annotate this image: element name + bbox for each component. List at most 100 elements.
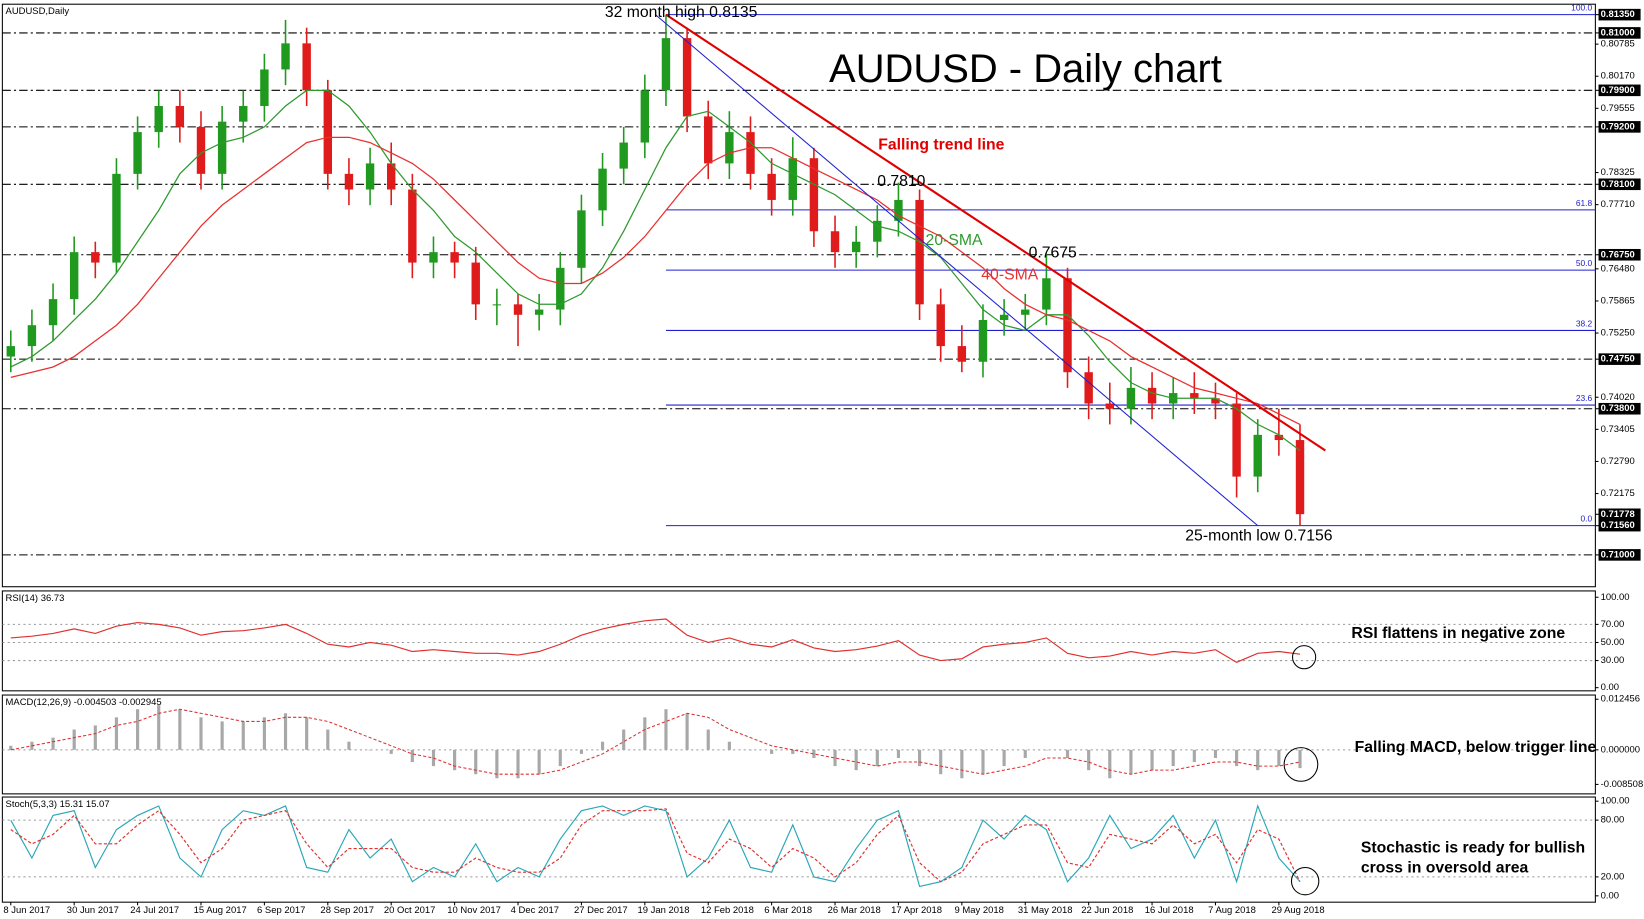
- candle-body: [830, 231, 840, 253]
- tick-highlight: [1598, 27, 1641, 39]
- y-tick-label: 0.73800: [1601, 403, 1635, 414]
- candle-body: [302, 43, 311, 91]
- tick-highlight: [1598, 248, 1641, 261]
- candle-body: [133, 132, 142, 174]
- macd-bar: [1002, 749, 1006, 767]
- y-tick-label: 0.012456: [1601, 694, 1640, 705]
- macd-bar: [1171, 749, 1175, 767]
- candle-body: [1295, 440, 1305, 515]
- candle-body: [27, 325, 37, 347]
- x-tick-label: 30 Jun 2017: [67, 905, 119, 916]
- macd-bar: [896, 749, 901, 758]
- macd-bar: [664, 709, 668, 750]
- macd-bar: [157, 705, 161, 750]
- x-tick-label: 10 Nov 2017: [447, 905, 501, 916]
- y-tick-label: 100.00: [1601, 796, 1630, 807]
- panel-annotation: cross in oversold area: [1361, 860, 1529, 877]
- macd-bar: [1192, 749, 1196, 763]
- candle-body: [386, 163, 396, 190]
- candle-body: [534, 309, 544, 315]
- macd-bar: [93, 725, 97, 750]
- panel-annotation: Stochastic is ready for bullish: [1361, 840, 1585, 857]
- candle-body: [239, 105, 248, 122]
- candle-body: [492, 304, 502, 306]
- panel-frame: [1, 3, 1596, 588]
- panel-frame: [1, 796, 1596, 903]
- y-tick-label: 0.78100: [1601, 179, 1635, 190]
- candle-body: [894, 199, 903, 221]
- candle-body: [619, 142, 628, 169]
- signal-line: [10, 708, 1301, 775]
- candle-body: [640, 90, 650, 143]
- x-tick-label: 4 Dec 2017: [511, 905, 559, 916]
- macd-bar: [875, 749, 879, 767]
- candle-body: [682, 38, 692, 117]
- candle-body: [344, 173, 354, 190]
- x-tick-label: 24 Jul 2017: [130, 905, 179, 916]
- candle-body: [1126, 387, 1136, 409]
- panel-label: AUDUSD,Daily: [6, 6, 70, 17]
- macd-bar: [51, 737, 55, 750]
- indicator-line: [10, 804, 1301, 888]
- candle-body: [91, 252, 100, 263]
- x-tick-label: 16 Jul 2018: [1145, 905, 1194, 916]
- indicator-line: [10, 618, 1301, 663]
- macd-bar: [1277, 749, 1281, 767]
- y-tick-label: 0.74020: [1601, 392, 1635, 403]
- macd-bar: [558, 749, 562, 767]
- y-tick-label: 0.81000: [1601, 27, 1635, 38]
- fib-label: 100.0: [1571, 3, 1592, 13]
- macd-bar: [812, 749, 816, 758]
- macd-bar: [685, 713, 689, 750]
- candle-body: [1063, 278, 1072, 373]
- candle-body: [1190, 393, 1199, 399]
- panel-frame: [1, 590, 1596, 692]
- macd-bar: [748, 749, 753, 751]
- macd-bar: [9, 745, 13, 750]
- candle-body: [704, 116, 713, 164]
- fib-label: 0.0: [1581, 514, 1593, 524]
- x-tick-label: 28 Sep 2017: [320, 905, 374, 916]
- x-tick-label: 8 Jun 2017: [3, 905, 50, 916]
- macd-bar: [495, 749, 499, 779]
- y-tick-label: 0.72175: [1601, 488, 1635, 499]
- x-tick-label: 27 Dec 2017: [574, 905, 628, 916]
- macd-bar: [516, 749, 520, 779]
- indicator-line: [10, 808, 1301, 883]
- candle-body: [175, 105, 185, 127]
- y-tick-label: 0.77710: [1601, 199, 1635, 210]
- macd-bar: [305, 717, 309, 750]
- chart-title: AUDUSD - Daily chart: [829, 47, 1222, 91]
- y-tick-label: 20.00: [1601, 871, 1625, 882]
- ma-line: [10, 136, 1301, 425]
- macd-bar: [220, 721, 224, 750]
- annotation: 25-month low 0.7156: [1185, 527, 1332, 544]
- candle-body: [1042, 278, 1051, 310]
- x-tick-label: 31 May 2018: [1018, 905, 1073, 916]
- candle-body: [957, 346, 967, 362]
- candle-body: [69, 252, 79, 300]
- macd-bar: [136, 709, 140, 750]
- y-tick-label: 0.80785: [1601, 39, 1635, 50]
- fib-label: 23.6: [1576, 393, 1593, 403]
- tick-highlight: [1598, 402, 1641, 415]
- candle-body: [936, 304, 945, 347]
- candle-body: [746, 132, 755, 174]
- fib-label: 38.2: [1576, 318, 1593, 328]
- macd-bar: [1298, 749, 1302, 769]
- y-tick-label: 0.000000: [1601, 744, 1640, 755]
- candle-body: [450, 252, 459, 263]
- panel-annotation: Falling MACD, below trigger line: [1355, 739, 1597, 756]
- y-tick-label: 0.81350: [1601, 9, 1635, 20]
- macd-bar: [918, 749, 922, 767]
- macd-bar: [178, 709, 182, 750]
- candle-body: [154, 105, 163, 133]
- x-tick-label: 9 May 2018: [954, 905, 1003, 916]
- candle-body: [725, 132, 734, 164]
- tick-highlight: [1598, 519, 1641, 532]
- tick-highlight: [1598, 353, 1641, 365]
- trend-label: Falling trend line: [878, 136, 1004, 153]
